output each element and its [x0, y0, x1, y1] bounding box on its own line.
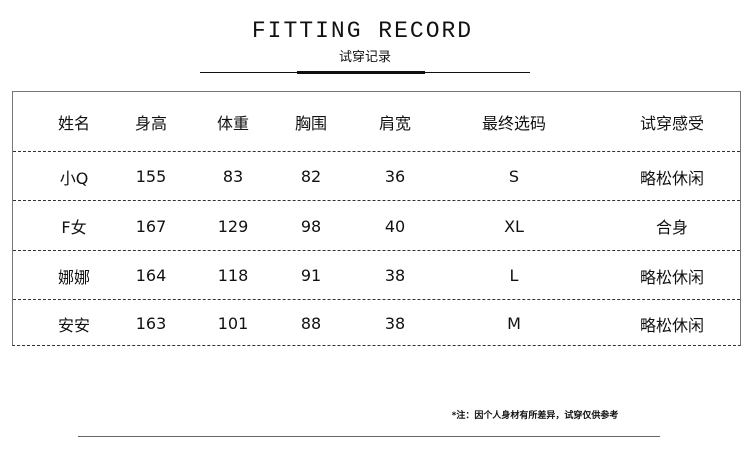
table-cell: 164	[135, 266, 167, 285]
column-header: 姓名	[57, 113, 90, 133]
table-cell: S	[508, 167, 520, 186]
table-cell: 129	[217, 216, 249, 236]
column-header: 最终选码	[481, 113, 546, 133]
footnote: *注：因个人身材有所差异，试穿仅供参考	[451, 411, 619, 421]
table-cell: 38	[384, 314, 406, 333]
table-cell: 36	[384, 167, 406, 186]
table-row: 小Q 155 83 82 36 S 略松休闲	[13, 151, 740, 201]
table-cell: 91	[300, 266, 322, 285]
table-cell: 安安	[57, 315, 90, 335]
column-header: 身高	[134, 113, 167, 133]
table-cell: M	[507, 314, 521, 333]
table-cell: 小Q	[59, 168, 89, 188]
table-cell: 略松休闲	[639, 315, 704, 335]
table-cell: 88	[300, 314, 322, 333]
table-cell: 38	[384, 266, 406, 285]
table-row: F女 167 129 98 40 XL 合身	[13, 200, 740, 251]
table-cell: 略松休闲	[639, 267, 704, 287]
table-cell: 98	[300, 216, 322, 236]
table-cell: L	[509, 266, 519, 285]
table-cell: 82	[300, 167, 322, 186]
table-cell: 略松休闲	[639, 168, 704, 188]
title-divider-accent	[297, 71, 425, 74]
header-row: 姓名 身高 体重 胸围 肩宽 最终选码 试穿感受	[13, 92, 740, 151]
table-cell: 40	[384, 216, 406, 236]
table-cell: 118	[217, 266, 249, 285]
table-cell: 娜娜	[57, 267, 90, 287]
table-cell: 167	[135, 216, 167, 236]
table-cell: 155	[135, 167, 167, 186]
footer-divider	[78, 436, 660, 437]
table-row: 娜娜 164 118 91 38 L 略松休闲	[13, 250, 740, 300]
table-row: 安安 163 101 88 38 M 略松休闲	[13, 299, 740, 347]
column-header: 试穿感受	[639, 113, 704, 133]
column-header: 肩宽	[378, 113, 411, 133]
table-cell: XL	[504, 216, 524, 236]
table-cell: 101	[217, 314, 249, 333]
table-cell: F女	[61, 218, 87, 237]
column-header: 胸围	[294, 113, 327, 133]
table-cell: 合身	[655, 218, 688, 237]
page-subtitle: 试穿记录	[338, 50, 391, 65]
column-header: 体重	[216, 113, 249, 133]
page-title: FITTING RECORD	[251, 18, 474, 44]
table-cell: 83	[222, 167, 244, 186]
table-cell: 163	[135, 314, 167, 333]
fitting-table: 姓名 身高 体重 胸围 肩宽 最终选码 试穿感受小Q 155 83 82 36 S 略松休闲 F女 167 1…	[12, 91, 741, 346]
